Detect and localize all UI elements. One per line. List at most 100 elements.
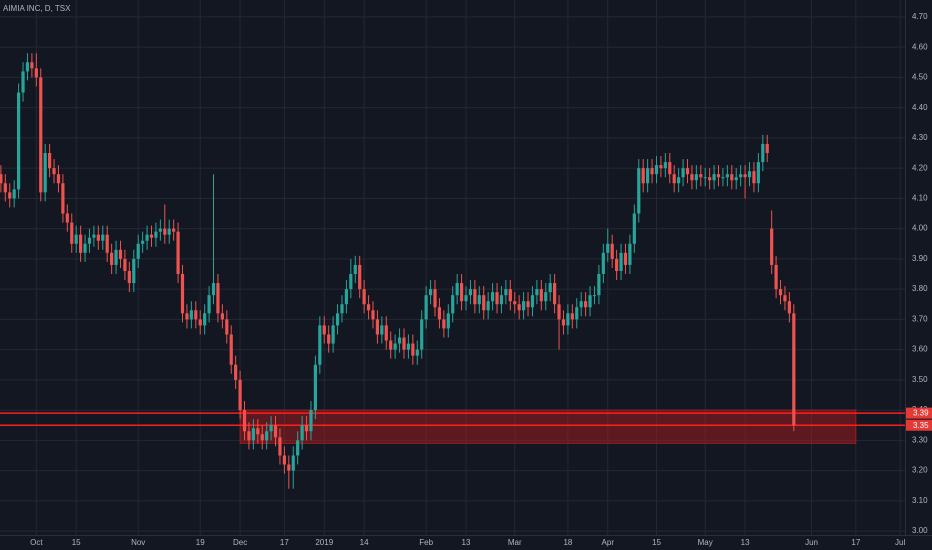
candle-body <box>101 234 105 241</box>
x-tick-label: Apr <box>602 538 615 547</box>
candle-body <box>180 274 185 314</box>
candle-body <box>17 92 21 190</box>
candle-body <box>30 62 34 69</box>
candle-body <box>659 165 663 169</box>
candle-body <box>39 77 43 193</box>
x-tick-label: May <box>698 538 713 547</box>
candle-body <box>619 252 623 271</box>
candle-body <box>141 240 145 244</box>
candle-body <box>61 183 65 214</box>
candle-body <box>256 428 260 435</box>
candle-body <box>92 234 96 238</box>
candle-body <box>579 301 583 308</box>
candle-body <box>681 168 685 178</box>
candle-body <box>0 174 3 184</box>
candle-body <box>774 264 778 290</box>
candle-body <box>778 289 783 296</box>
candle-body <box>610 243 614 259</box>
candle-body <box>628 243 632 265</box>
candle-body <box>322 325 326 335</box>
candles <box>0 53 796 489</box>
x-tick-label: Feb <box>419 538 433 547</box>
x-tick-label: 19 <box>196 538 205 547</box>
candle-body <box>455 283 459 296</box>
candle-body <box>530 295 535 308</box>
candle-body <box>752 171 756 184</box>
candle-body <box>468 289 473 296</box>
candle-body <box>770 228 774 265</box>
price-label: 3.39 <box>913 409 929 418</box>
candle-body <box>716 174 721 178</box>
candle-body <box>380 325 384 335</box>
candle-body <box>229 334 233 365</box>
candle-body <box>389 340 393 350</box>
candle-body <box>442 319 446 329</box>
y-tick-label: 3.60 <box>912 345 928 354</box>
y-tick-label: 4.70 <box>912 12 928 21</box>
candle-body <box>207 295 211 314</box>
candle-body <box>25 62 30 72</box>
candle-body <box>446 313 450 329</box>
candle-body <box>699 174 703 178</box>
y-tick-label: 4.40 <box>912 103 928 112</box>
candle-body <box>371 310 375 320</box>
candle-body <box>787 301 791 314</box>
candle-body <box>251 428 255 441</box>
x-tick-label: Oct <box>30 538 43 547</box>
x-tick-label: 13 <box>462 538 471 547</box>
candle-body <box>154 231 158 238</box>
candle-body <box>123 258 127 271</box>
candle-body <box>12 189 16 199</box>
candle-body <box>278 437 282 456</box>
candle-body <box>548 283 552 293</box>
candle-body <box>362 289 366 305</box>
candle-body <box>521 301 526 311</box>
candle-body <box>428 289 433 296</box>
candle-body <box>34 68 38 78</box>
candle-body <box>296 440 300 456</box>
candle-body <box>366 304 371 311</box>
candle-body <box>597 274 601 296</box>
candle-body <box>331 325 335 344</box>
y-tick-label: 4.10 <box>912 194 928 203</box>
candle-body <box>721 177 725 179</box>
candle-body <box>473 289 477 305</box>
candle-body <box>110 252 114 265</box>
candle-body <box>291 455 295 471</box>
candle-body <box>220 313 224 320</box>
candle-body <box>743 174 747 178</box>
x-tick-label: 13 <box>741 538 750 547</box>
y-tick-label: 4.00 <box>912 224 928 233</box>
candle-body <box>677 177 681 184</box>
candle-body <box>185 313 189 320</box>
candle-body <box>114 249 118 265</box>
y-tick-label: 3.30 <box>912 435 928 444</box>
candle-body <box>495 292 499 305</box>
candle-body <box>482 295 486 311</box>
candle-body <box>48 153 52 169</box>
candle-body <box>668 162 672 175</box>
zone-layer <box>0 409 905 444</box>
candle-body <box>172 228 176 232</box>
y-tick-label: 3.20 <box>912 466 928 475</box>
candle-body <box>402 337 406 350</box>
price-label-box <box>906 407 932 419</box>
candle-body <box>83 243 87 253</box>
candle-body <box>588 295 592 308</box>
candle-body <box>761 143 765 163</box>
candle-body <box>561 319 566 326</box>
candle-body <box>149 234 154 238</box>
y-tick-label: 3.10 <box>912 496 928 505</box>
candle-body <box>584 301 588 308</box>
candle-body <box>513 301 517 305</box>
candle-body <box>654 165 659 175</box>
candle-body <box>592 295 597 297</box>
candle-body <box>477 295 481 305</box>
grid <box>0 0 905 535</box>
y-tick-label: 3.00 <box>912 526 928 535</box>
x-tick-label: Jul <box>895 538 905 547</box>
candle-body <box>318 325 322 365</box>
candle-body <box>539 289 543 302</box>
x-tick-label: 17 <box>280 538 289 547</box>
candle-body <box>672 174 676 184</box>
